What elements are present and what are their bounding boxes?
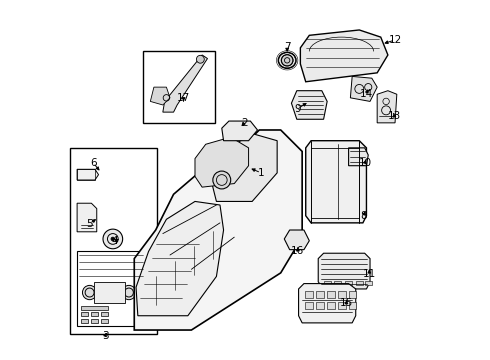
Text: 9: 9 (294, 104, 301, 113)
Bar (348, 292, 356, 298)
Text: 2: 2 (241, 118, 247, 128)
Text: 12: 12 (389, 35, 402, 45)
Text: 7: 7 (284, 42, 291, 52)
Polygon shape (318, 253, 370, 289)
Polygon shape (77, 169, 98, 180)
Text: 3: 3 (101, 332, 108, 342)
Text: 13: 13 (388, 111, 401, 121)
Polygon shape (292, 91, 327, 119)
Ellipse shape (122, 285, 136, 300)
Bar (91, 312, 98, 316)
Ellipse shape (213, 171, 231, 189)
Bar (81, 319, 88, 323)
Polygon shape (284, 230, 309, 249)
Bar (91, 319, 98, 323)
Bar (317, 292, 324, 298)
Polygon shape (134, 130, 302, 330)
Polygon shape (298, 284, 356, 323)
Polygon shape (77, 203, 97, 232)
Ellipse shape (196, 55, 204, 63)
Bar (327, 302, 335, 309)
Text: 17: 17 (177, 93, 190, 103)
Bar (77, 169, 95, 180)
Text: 11: 11 (363, 269, 376, 279)
Bar (323, 281, 331, 285)
Polygon shape (222, 121, 258, 141)
Text: 10: 10 (359, 158, 371, 168)
Bar (81, 312, 88, 316)
Bar (356, 281, 363, 285)
Polygon shape (136, 202, 223, 316)
Text: 1: 1 (258, 168, 265, 178)
Text: 15: 15 (340, 298, 353, 308)
Ellipse shape (281, 55, 293, 66)
Text: 6: 6 (90, 158, 97, 168)
Text: 16: 16 (291, 247, 304, 256)
Bar (334, 281, 342, 285)
Bar (143, 51, 215, 123)
Polygon shape (163, 55, 207, 112)
Bar (348, 302, 356, 309)
Bar (100, 319, 108, 323)
Bar (327, 292, 335, 298)
Text: 5: 5 (86, 219, 93, 229)
Ellipse shape (103, 229, 122, 249)
Polygon shape (209, 134, 277, 202)
Polygon shape (300, 30, 388, 82)
Bar (345, 281, 352, 285)
Bar (81, 306, 108, 310)
Bar (70, 148, 157, 334)
Bar (94, 282, 124, 303)
Polygon shape (150, 87, 170, 105)
Polygon shape (195, 137, 248, 187)
Ellipse shape (278, 52, 296, 68)
Bar (317, 302, 324, 309)
Bar (338, 302, 346, 309)
Text: 14: 14 (360, 89, 373, 99)
Polygon shape (348, 148, 368, 166)
Ellipse shape (111, 237, 115, 241)
Bar (100, 312, 108, 316)
Polygon shape (377, 91, 397, 123)
Text: 8: 8 (360, 211, 367, 221)
Polygon shape (306, 141, 367, 223)
Bar (365, 281, 372, 285)
Bar (305, 292, 313, 298)
Bar (338, 292, 346, 298)
Bar (305, 302, 313, 309)
Polygon shape (350, 76, 377, 102)
Text: 4: 4 (111, 236, 118, 246)
Ellipse shape (82, 285, 97, 300)
